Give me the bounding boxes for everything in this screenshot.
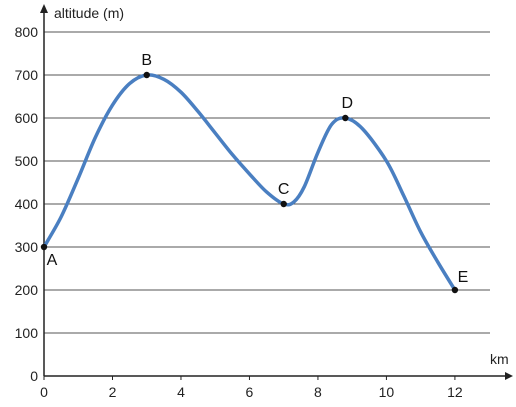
altitude-series-line <box>42 73 457 292</box>
grid-lines <box>44 31 490 334</box>
y-tick-400: 400 <box>15 196 39 212</box>
point-d-marker <box>342 114 349 122</box>
y-tick-100: 100 <box>15 325 39 341</box>
point-b-label: B <box>141 52 152 69</box>
point-e-marker <box>451 286 459 294</box>
point-a-label: A <box>47 252 58 269</box>
y-tick-300: 300 <box>15 239 39 255</box>
x-tick-12: 12 <box>447 384 463 400</box>
x-axis-label: km <box>490 351 509 367</box>
y-tick-labels: 0 100 200 300 400 500 600 700 800 <box>15 24 39 384</box>
y-axis-label: altitude (m) <box>54 5 124 21</box>
x-tick-4: 4 <box>177 384 185 400</box>
x-tick-0: 0 <box>40 384 48 400</box>
y-axis-arrow-icon <box>40 4 48 13</box>
point-c-label: C <box>278 181 290 198</box>
point-a-marker <box>40 243 48 251</box>
point-d-label: D <box>342 95 354 112</box>
point-b-marker <box>143 71 150 79</box>
labeled-points: A B C D E <box>40 52 469 294</box>
x-tick-labels: 0 2 4 6 8 10 12 <box>40 376 463 400</box>
y-tick-500: 500 <box>15 153 39 169</box>
y-tick-0: 0 <box>30 368 38 384</box>
x-tick-6: 6 <box>246 384 254 400</box>
point-e-label: E <box>458 269 469 286</box>
point-c-marker <box>280 200 287 208</box>
x-tick-10: 10 <box>379 384 395 400</box>
x-axis-arrow-icon <box>505 372 513 380</box>
y-tick-800: 800 <box>15 24 39 40</box>
y-tick-600: 600 <box>15 110 39 126</box>
x-tick-2: 2 <box>109 384 117 400</box>
x-tick-8: 8 <box>314 384 322 400</box>
y-tick-700: 700 <box>15 67 39 83</box>
y-tick-200: 200 <box>15 282 39 298</box>
